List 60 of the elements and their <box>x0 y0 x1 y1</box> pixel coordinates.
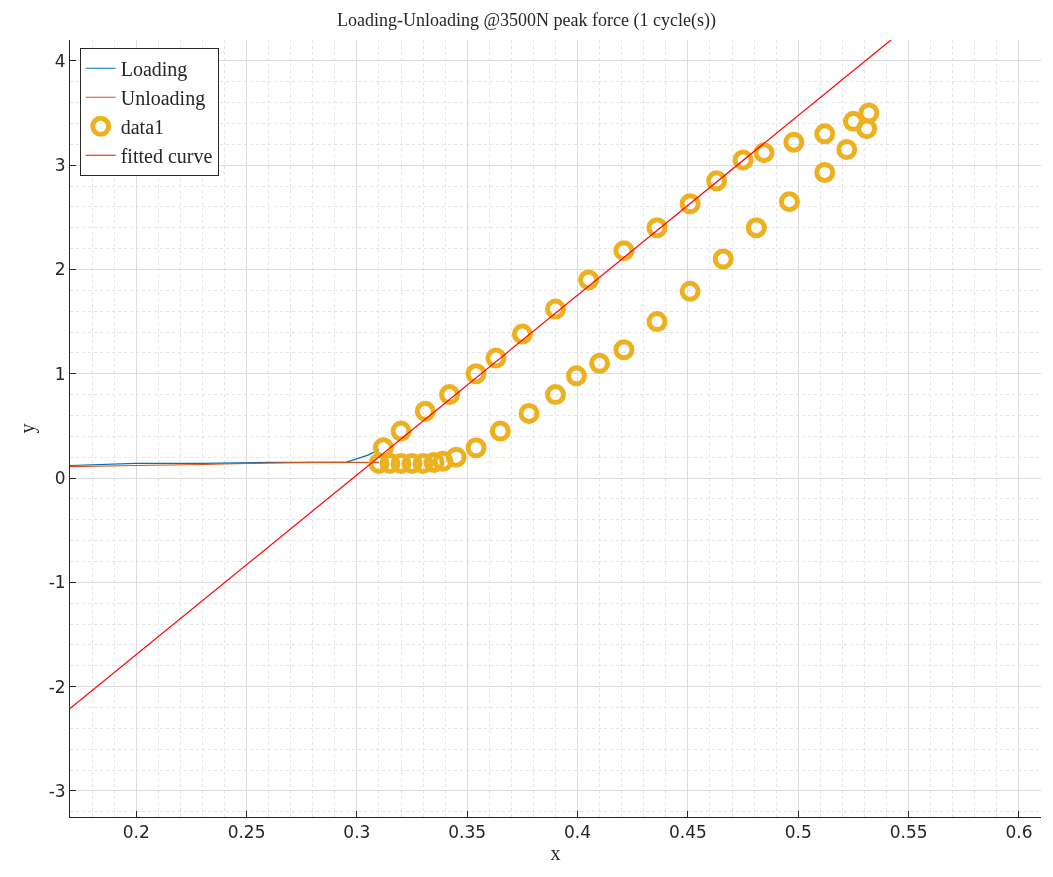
point <box>423 451 445 473</box>
y-tick-label: -3 <box>48 780 66 801</box>
point <box>842 110 864 132</box>
legend-label: Unloading <box>120 87 206 111</box>
point <box>712 248 734 270</box>
point <box>368 452 390 474</box>
point <box>432 450 454 472</box>
x-tick-label: 0.35 <box>448 822 487 843</box>
point <box>646 311 668 333</box>
y-axis-title: y <box>16 423 40 434</box>
point <box>565 365 587 387</box>
point <box>836 139 858 160</box>
y-tick-label: 2 <box>54 259 66 280</box>
x-tick-label: 0.2 <box>122 822 150 843</box>
point <box>783 131 805 153</box>
point <box>390 452 412 474</box>
point <box>511 323 533 345</box>
y-tick-label: 1 <box>54 363 66 384</box>
legend-label: Loading <box>120 58 188 82</box>
point <box>732 149 754 171</box>
point <box>589 352 611 374</box>
y-tick-label: 3 <box>54 155 66 176</box>
chart-title: Loading-Unloading @3500N peak force (1 cycle(s)) <box>337 9 716 31</box>
point <box>412 452 434 474</box>
point <box>518 402 540 424</box>
point <box>613 339 635 361</box>
x-tick-label: 0.55 <box>889 822 928 843</box>
point <box>445 446 467 468</box>
x-tick-label: 0.45 <box>668 822 707 843</box>
point <box>706 170 728 192</box>
x-tick-label: 0.3 <box>343 822 371 843</box>
point <box>545 298 566 320</box>
point <box>439 384 461 406</box>
point <box>465 363 487 385</box>
point <box>745 217 767 239</box>
point <box>489 420 511 442</box>
x-tick-label: 0.4 <box>564 822 592 843</box>
point <box>646 217 668 239</box>
x-tick-label: 0.5 <box>784 822 812 843</box>
y-tick-label: -2 <box>48 676 66 697</box>
y-tick-label: 4 <box>54 50 66 71</box>
point <box>465 437 487 459</box>
point <box>814 161 836 183</box>
legend-label: data1 <box>120 116 165 139</box>
point <box>858 102 880 124</box>
point <box>778 191 800 213</box>
x-tick-label: 0.25 <box>227 822 266 843</box>
y-tick-label: 0 <box>54 467 66 488</box>
point <box>379 452 401 474</box>
point <box>401 452 423 474</box>
point <box>679 280 701 302</box>
x-tick-label: 0.6 <box>1005 822 1033 843</box>
x-axis-title: x <box>550 841 561 864</box>
point <box>414 400 436 422</box>
y-tick-label: -1 <box>48 572 66 593</box>
point <box>545 384 566 406</box>
point <box>679 193 701 215</box>
point <box>814 123 836 145</box>
point <box>485 347 507 369</box>
legend-label: fitted curve <box>120 145 213 168</box>
